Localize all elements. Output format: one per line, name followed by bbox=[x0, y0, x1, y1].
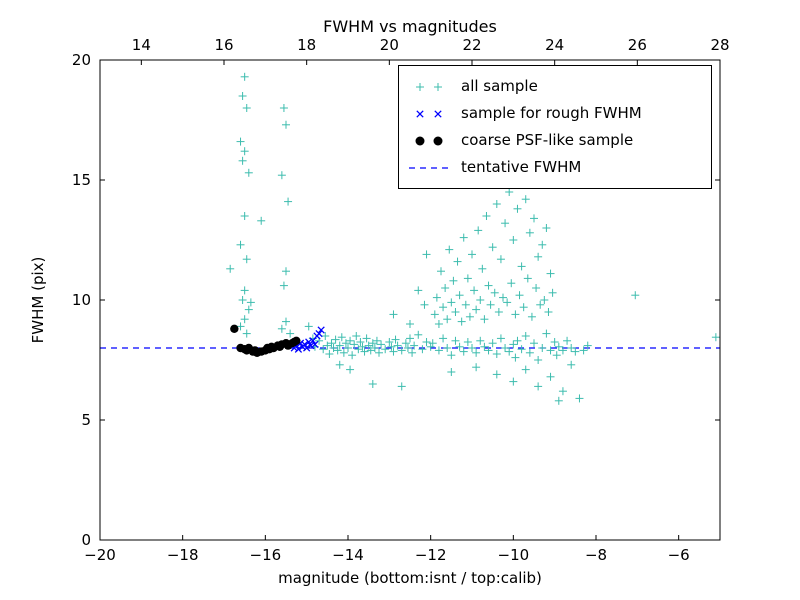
svg-text:24: 24 bbox=[545, 36, 564, 54]
chart-title: FWHM vs magnitudes bbox=[323, 17, 497, 36]
svg-text:20: 20 bbox=[380, 36, 399, 54]
legend-label: coarse PSF-like sample bbox=[461, 131, 634, 149]
svg-text:10: 10 bbox=[72, 291, 91, 309]
svg-text:−16: −16 bbox=[250, 546, 282, 564]
legend-item-psf-sample: coarse PSF-like sample bbox=[407, 127, 701, 154]
y-axis-label: FWHM (pix) bbox=[29, 256, 47, 344]
svg-text:20: 20 bbox=[72, 51, 91, 69]
svg-text:−20: −20 bbox=[84, 546, 116, 564]
legend: all sample sample for rough FWHM coarse … bbox=[398, 65, 712, 189]
svg-text:−14: −14 bbox=[332, 546, 364, 564]
legend-label: sample for rough FWHM bbox=[461, 104, 642, 122]
svg-text:15: 15 bbox=[72, 171, 91, 189]
svg-text:−12: −12 bbox=[415, 546, 447, 564]
svg-text:−18: −18 bbox=[167, 546, 199, 564]
svg-text:22: 22 bbox=[462, 36, 481, 54]
svg-text:−8: −8 bbox=[585, 546, 607, 564]
dot-marker-icon bbox=[415, 136, 443, 145]
legend-label: all sample bbox=[461, 77, 538, 95]
legend-item-tentative-fwhm: tentative FWHM bbox=[407, 154, 701, 181]
legend-label: tentative FWHM bbox=[461, 158, 582, 176]
svg-text:16: 16 bbox=[214, 36, 233, 54]
svg-text:18: 18 bbox=[297, 36, 316, 54]
svg-text:28: 28 bbox=[710, 36, 729, 54]
plus-marker-icon bbox=[416, 82, 442, 91]
dashed-line-icon bbox=[409, 166, 449, 169]
svg-text:−6: −6 bbox=[668, 546, 690, 564]
svg-text:26: 26 bbox=[628, 36, 647, 54]
x-axis-label: magnitude (bottom:isnt / top:calib) bbox=[278, 569, 542, 587]
svg-text:5: 5 bbox=[81, 411, 91, 429]
legend-item-rough-fwhm: sample for rough FWHM bbox=[407, 100, 701, 127]
svg-text:0: 0 bbox=[81, 531, 91, 549]
svg-text:−10: −10 bbox=[498, 546, 530, 564]
svg-text:14: 14 bbox=[132, 36, 151, 54]
x-marker-icon bbox=[416, 109, 442, 118]
legend-item-all-sample: all sample bbox=[407, 73, 701, 100]
